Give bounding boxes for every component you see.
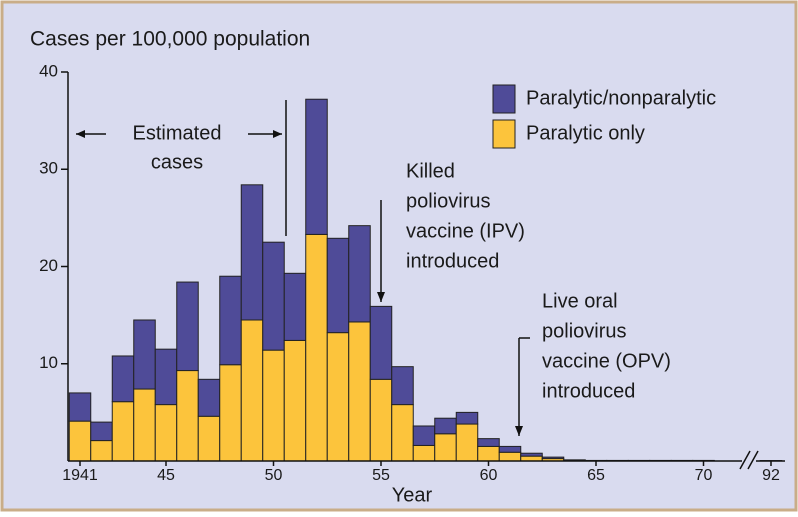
bar-segment <box>456 424 478 461</box>
y-tick-label: 40 <box>39 61 58 80</box>
annotation: poliovirus <box>542 320 626 342</box>
annotation: poliovirus <box>406 190 490 212</box>
bar-segment <box>198 379 220 416</box>
x-tick-label: 65 <box>587 467 605 484</box>
annotation: vaccine (IPV) <box>406 220 525 242</box>
annotation: introduced <box>542 380 635 402</box>
annotation: Estimated <box>133 122 222 144</box>
bar-segment <box>177 282 199 370</box>
bar-segment <box>112 402 134 461</box>
bar-segment <box>220 276 242 364</box>
bar-segment <box>284 340 306 461</box>
bar-segment <box>413 426 435 445</box>
x-tick-label: 60 <box>480 467 498 484</box>
x-axis-title: Year <box>392 484 433 506</box>
bar-segment <box>112 356 134 402</box>
bar-segment <box>370 306 392 379</box>
bar-segment <box>69 421 91 461</box>
annotation: Live oral <box>542 290 618 312</box>
bar-segment <box>306 234 328 461</box>
bar-segment <box>327 238 349 332</box>
legend-swatch <box>493 120 515 148</box>
bar-segment <box>220 365 242 461</box>
bar-segment <box>155 405 177 461</box>
bar-segment <box>69 393 91 421</box>
x-tick-label: 1941 <box>62 467 98 484</box>
bar-segment <box>263 350 285 461</box>
bar-segment <box>327 333 349 461</box>
annotation: cases <box>151 151 203 173</box>
y-tick-label: 10 <box>39 353 58 372</box>
x-tick-label: 45 <box>157 467 175 484</box>
bar-segment <box>134 389 156 461</box>
bar-segment <box>456 412 478 424</box>
bar-segment <box>521 453 543 456</box>
bar-segment <box>413 445 435 461</box>
annotation: Killed <box>406 160 455 182</box>
bar-segment <box>241 185 263 320</box>
bar-segment <box>155 349 177 404</box>
y-tick-label: 30 <box>39 159 58 178</box>
bar-segment <box>499 446 521 452</box>
bar-segment <box>478 439 500 447</box>
bar-segment <box>284 273 306 340</box>
bar-segment <box>542 457 564 458</box>
bar-segment <box>392 405 414 461</box>
legend-swatch <box>493 85 515 113</box>
annotation: introduced <box>406 250 499 272</box>
bar-segment <box>177 371 199 461</box>
bar-segment <box>91 422 113 440</box>
bar-segment <box>91 441 113 461</box>
bar-segment <box>306 99 328 234</box>
legend-label: Paralytic only <box>526 122 645 144</box>
bar-segment <box>263 242 285 350</box>
x-tick-label: 55 <box>372 467 390 484</box>
x-tick-label: 70 <box>695 467 713 484</box>
bar-segment <box>134 320 156 389</box>
x-tick-label: 92 <box>762 467 780 484</box>
bar-segment <box>435 418 457 434</box>
bar-segment <box>198 416 220 461</box>
bar-segment <box>392 367 414 405</box>
bar-segment <box>370 379 392 461</box>
legend-label: Paralytic/nonparalytic <box>526 87 716 109</box>
bar-segment <box>478 446 500 461</box>
bar-segment <box>499 452 521 461</box>
x-tick-label: 50 <box>265 467 283 484</box>
y-tick-label: 20 <box>39 256 58 275</box>
annotation: vaccine (OPV) <box>542 350 671 372</box>
y-axis-title: Cases per 100,000 population <box>30 28 310 51</box>
bar-segment <box>349 226 371 322</box>
bar-segment <box>349 322 371 461</box>
bar-segment <box>241 320 263 461</box>
bar-segment <box>435 434 457 461</box>
